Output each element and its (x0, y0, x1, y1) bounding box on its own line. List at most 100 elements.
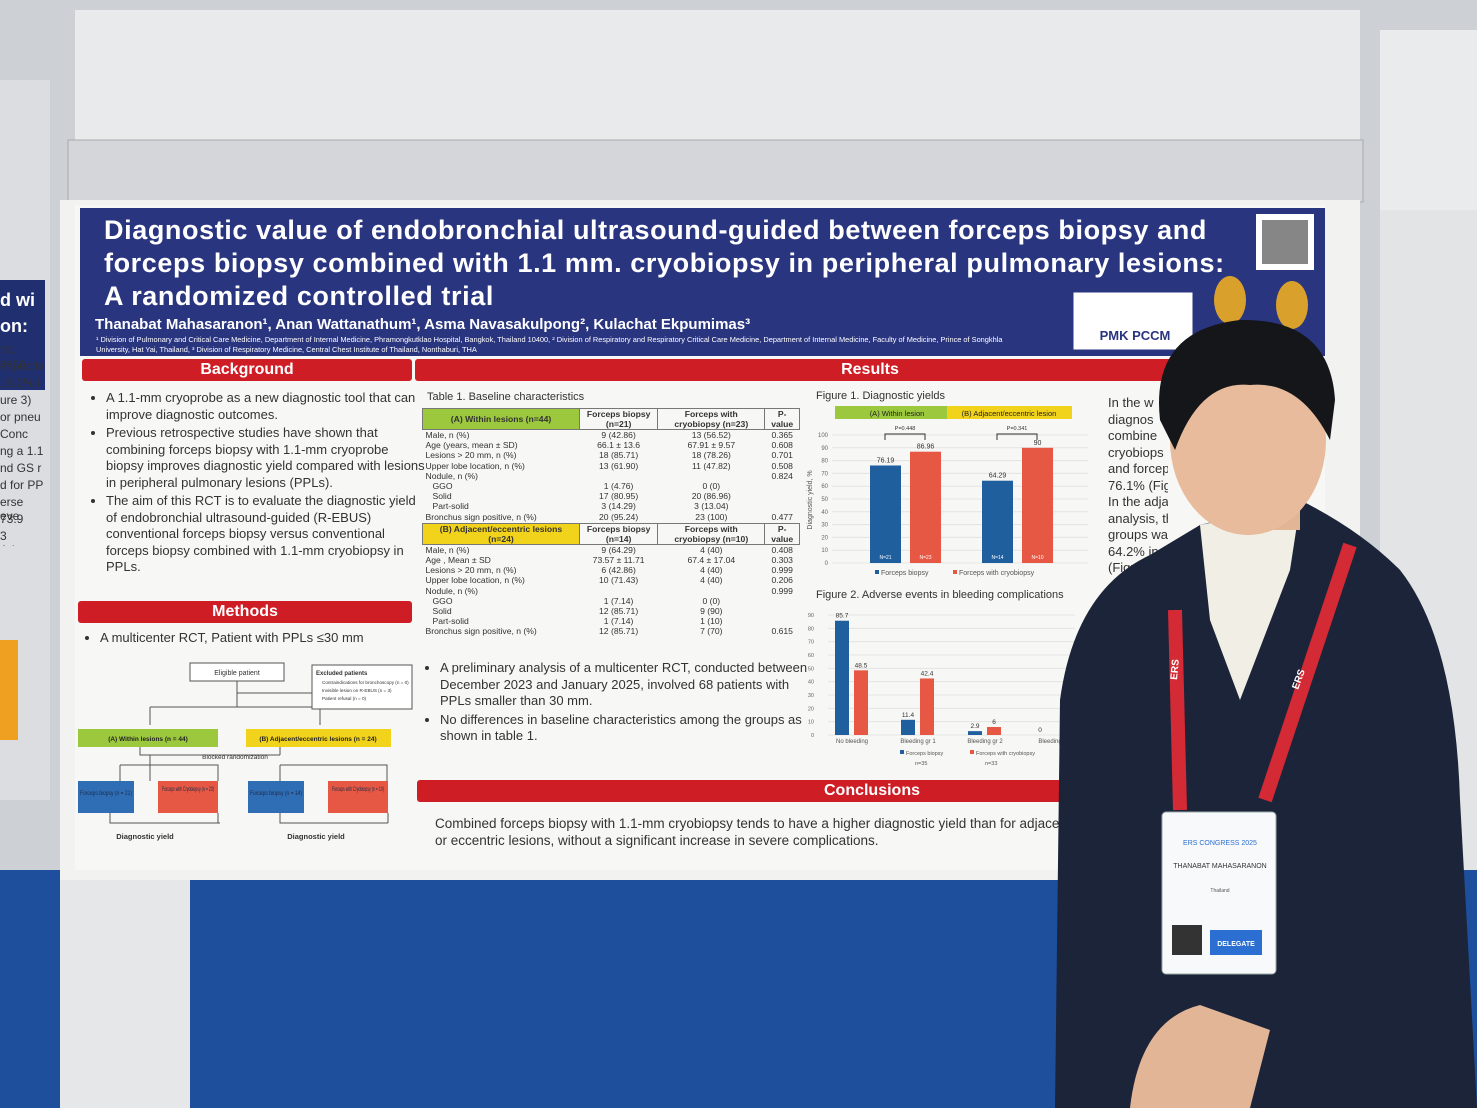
n-label: N=21 (879, 555, 891, 561)
baseline-table: (A) Within lesions (n=44) Forceps biopsy … (422, 408, 800, 638)
figure-title: Figure 2. Adverse events in bleeding com… (816, 589, 1064, 601)
table-cell: 3 (13.04) (694, 501, 729, 512)
group-label-box (835, 406, 960, 419)
table-cell: 0.508 (771, 460, 793, 471)
text-fragment: d for PP (0, 478, 44, 492)
bar (870, 465, 901, 563)
table-cell: 1 (10) (700, 616, 723, 627)
table-row: Male, n (%) 9 (64.29) 4 (40) 0.408 (423, 544, 800, 555)
header-cell: P-value (764, 408, 800, 430)
legend-label: Forceps biopsy (906, 751, 944, 757)
table-cell: 18 (78.26) (691, 450, 731, 461)
table-cell: 12 (85.71) (599, 626, 639, 637)
table-cell: 0.303 (771, 555, 793, 566)
flow-text: Forceps with Cryobiopsy (n = 23) (162, 787, 214, 793)
p-value: P=0.341 (1007, 426, 1028, 432)
table-cell: 13 (56.52) (691, 430, 731, 440)
text-fragment: rst, seco (0, 342, 26, 370)
y-tick-label: 70 (808, 640, 814, 646)
text-fragment: espectiv (0, 359, 45, 373)
text-fragment: 73.9 (0, 512, 24, 526)
n-label: N=10 (1031, 555, 1043, 561)
table-cell: 0.824 (771, 470, 793, 481)
table-cell: 20 (86.96) (691, 491, 731, 502)
table-cell: Part-solid (432, 616, 469, 627)
y-tick-label: 40 (821, 510, 828, 516)
table-cell: Bronchus sign positive, n (%) (425, 511, 537, 522)
bullet: A 1.1-mm cryoprobe as a new diagnostic t… (106, 390, 426, 423)
table-cell: 23 (100) (695, 511, 728, 522)
flow-text: (A) Within lesions (n = 44) (108, 736, 188, 743)
table-cell: 9 (64.29) (601, 544, 636, 555)
table-row: Age (years, mean ± SD) 66.1 ± 13.6 67.91 ±… (423, 440, 800, 450)
legend-swatch (900, 750, 904, 754)
p-value: P=0.448 (895, 426, 916, 432)
text-fragment: or pneu (0, 410, 41, 424)
header-cell: Forceps biopsy (n=14) (578, 522, 659, 545)
bar (982, 480, 1013, 563)
flow-text: Excluded patients (316, 671, 368, 677)
flow-text: Contraindications for bronchoscopy (n = … (322, 680, 409, 685)
x-tick-label: Bleeding (1038, 739, 1061, 745)
text-fragment: ng a 1.1 (0, 444, 44, 458)
logo-text: PMK PCCM (1099, 328, 1171, 343)
lanyard-text: ERS (1169, 658, 1182, 680)
section-heading: Background (82, 359, 412, 381)
flow-lines (109, 681, 389, 824)
section-heading: Methods (78, 601, 412, 623)
y-tick-label: 30 (821, 523, 828, 529)
table-cell: 0.999 (771, 585, 793, 596)
y-tick-label: 0 (825, 561, 829, 567)
table-cell: Nodule, n (%) (425, 585, 479, 596)
methods-list: A multicenter RCT, Patient with PPLs ≤30… (80, 630, 430, 647)
table-row: Upper lobe location, n (%) 10 (71.43) 4 (4… (423, 575, 800, 585)
table-title: Table 1. Baseline characteristics (427, 391, 585, 403)
y-tick-label: 60 (821, 484, 828, 490)
badge-role: DELEGATE (1217, 941, 1255, 948)
bar (920, 678, 934, 735)
value-label: 42.4 (921, 670, 934, 677)
value-label: 86.96 (917, 444, 935, 451)
table-row: Nodule, n (%) 0.999 (423, 586, 800, 596)
figure-title: Figure 1. Diagnostic yields (816, 390, 946, 402)
text-fragment: Conc (0, 427, 29, 441)
value-label: 11.4 (902, 712, 915, 719)
table: (B) Adjacent/eccentric lesions (n=24) For… (422, 522, 800, 637)
table-row: Bronchus sign positive, n (%) 12 (85.71) 7… (423, 626, 800, 636)
table-cell: 0.206 (771, 575, 793, 586)
flow-text: Patient refusal (n = 0) (322, 696, 367, 701)
table-row: Lesions > 20 mm, n (%) 18 (85.71) 18 (78.2… (423, 450, 800, 460)
flow-text: Blocked randomization (202, 754, 268, 761)
text-fragment: 76.1% (Fig (1108, 477, 1168, 493)
text-fragment: 18.2% i (0, 376, 41, 390)
legend-swatch (953, 570, 957, 574)
text-fragment: In the adjace (1108, 494, 1168, 509)
group-label: (A) Within lesion (870, 409, 925, 418)
header-cell: Forceps with cryobiopsy (n=10) (657, 522, 766, 545)
table-cell: 67.4 ± 17.04 (687, 555, 736, 566)
table-cell: 13 (61.90) (599, 460, 639, 471)
affiliations: ¹ Division of Pulmonary and Critical Car… (96, 335, 1003, 354)
flow-text: Diagnostic yield (116, 832, 174, 841)
header-cell: Forceps biopsy (n=21) (578, 408, 659, 430)
table-cell: 9 (42.86) (601, 430, 636, 440)
table-cell: 18 (85.71) (599, 450, 639, 461)
table-cell: Bronchus sign positive, n (%) (425, 626, 537, 637)
y-tick-label: 80 (821, 459, 828, 465)
y-tick-label: 80 (808, 626, 814, 632)
table-cell: Nodule, n (%) (425, 470, 479, 481)
table-cell: 0.701 (771, 450, 793, 461)
y-tick-label: 90 (821, 446, 828, 452)
table-cell: 3 (14.29) (601, 501, 636, 512)
text-fragment: erse eve (0, 495, 24, 523)
text-fragment: d wi (0, 290, 35, 310)
y-tick-label: 20 (821, 535, 828, 541)
x-tick-label: Bleeding gr 1 (900, 739, 936, 745)
table-row: Part-solid 1 (7.14) 1 (10) (423, 616, 800, 626)
text-fragment: nd GS r (0, 461, 42, 475)
n-label: N=23 (919, 555, 931, 561)
header-cell: P-value (764, 522, 800, 545)
